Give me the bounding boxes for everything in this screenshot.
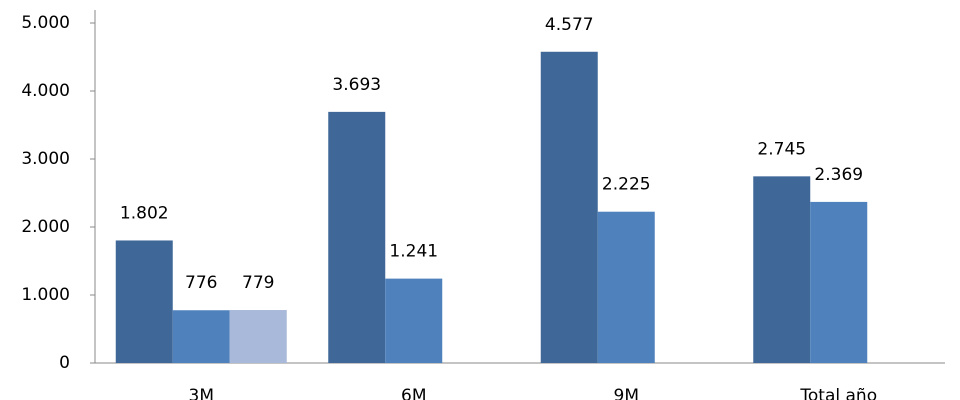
- data-label: 2.369: [814, 165, 863, 185]
- data-label: 1.241: [389, 242, 438, 262]
- y-tick-label: 3.000: [21, 149, 70, 169]
- data-label: 1.802: [120, 203, 169, 223]
- y-tick-label: 5.000: [21, 13, 70, 33]
- x-tick-label: 9M: [614, 386, 639, 400]
- x-tick-label: 3M: [189, 386, 214, 400]
- data-label: 776: [185, 273, 217, 293]
- y-tick-label: 2.000: [21, 217, 70, 237]
- bar: [328, 111, 386, 363]
- bar: [172, 310, 230, 363]
- y-tick-label: 1.000: [21, 285, 70, 305]
- y-tick-label: 4.000: [21, 81, 70, 101]
- bar: [115, 240, 173, 363]
- bar: [597, 211, 655, 363]
- bar: [810, 201, 868, 363]
- bar: [229, 310, 287, 363]
- x-tick-label: Total año: [799, 386, 877, 400]
- data-label: 2.745: [757, 139, 806, 159]
- bar: [540, 51, 598, 363]
- y-tick-label: 0: [59, 353, 70, 373]
- bar: [753, 176, 811, 363]
- bar: [385, 278, 443, 363]
- data-label: 3.693: [332, 75, 381, 95]
- data-label: 2.225: [602, 175, 651, 195]
- data-label: 4.577: [545, 15, 594, 35]
- x-tick-label: 6M: [401, 386, 426, 400]
- data-label: 779: [242, 273, 274, 293]
